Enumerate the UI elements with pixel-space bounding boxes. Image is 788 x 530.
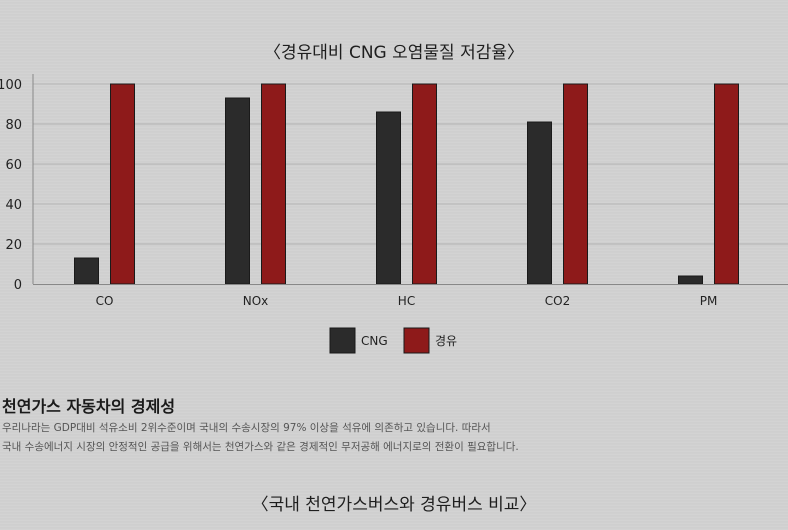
section-body-line: 우리나라는 GDP대비 석유소비 2위수준이며 국내의 수송시장의 97% 이상… (2, 422, 491, 434)
y-tick-label: 40 (5, 198, 22, 213)
chart-bars (74, 83, 739, 285)
legend-swatch (329, 327, 356, 354)
chart-axes: 0 20 40 60 80 100 CO NOx HC CO2 PM (0, 74, 788, 308)
section-body-line: 국내 수송에너지 시장의 안정적인 공급을 위해서는 천연가스와 같은 경제적인… (2, 441, 519, 453)
x-tick-label: PM (700, 294, 718, 308)
y-tick-label: 80 (5, 118, 22, 133)
bar-diesel (261, 83, 286, 285)
bar-diesel (110, 83, 135, 285)
x-tick-label: NOx (243, 294, 269, 308)
x-tick-label: CO2 (545, 294, 570, 308)
bar-diesel (563, 83, 588, 285)
x-tick-label: HC (398, 294, 415, 308)
chart-grid (33, 83, 788, 245)
chart-legend: CNG 경유 (329, 327, 457, 354)
bar-cng (678, 275, 703, 285)
bar-diesel (412, 83, 437, 285)
comparison-section-title: 〈국내 천연가스버스와 경유버스 비교〉 (251, 495, 537, 515)
y-tick-label: 60 (5, 158, 22, 173)
bar-cng (376, 111, 401, 285)
bar-cng (74, 257, 99, 285)
y-tick-label: 0 (14, 278, 22, 293)
legend-swatch (403, 327, 430, 354)
legend-label: 경유 (435, 334, 457, 348)
section-heading: 천연가스 자동차의 경제성 (2, 397, 176, 416)
section-body: 우리나라는 GDP대비 석유소비 2위수준이며 국내의 수송시장의 97% 이상… (2, 419, 782, 457)
bar-diesel (714, 83, 739, 285)
bar-cng (225, 97, 250, 285)
chart-title: 〈경유대비 CNG 오염물질 저감율〉 (263, 43, 524, 63)
bar-cng (527, 121, 552, 285)
y-tick-label: 20 (5, 238, 22, 253)
x-tick-label: CO (96, 294, 114, 308)
bar-chart: 0 20 40 60 80 100 CO NOx HC CO2 PM CNG 경유 (0, 74, 788, 354)
legend-label: CNG (361, 334, 388, 348)
y-tick-label: 100 (0, 78, 22, 93)
